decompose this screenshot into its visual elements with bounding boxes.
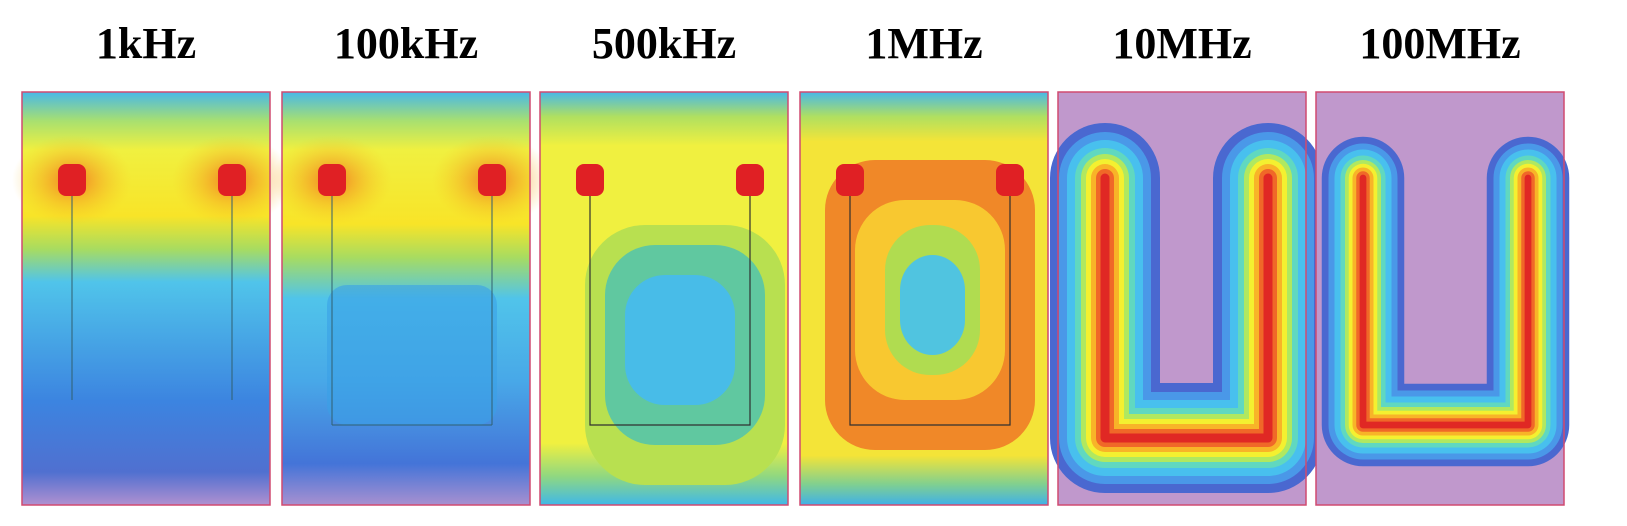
- field-band: [1359, 174, 1532, 429]
- panel-label: 100kHz: [334, 19, 478, 68]
- field-map: [539, 91, 789, 506]
- field-map: [1315, 91, 1570, 506]
- electrode: [478, 164, 506, 196]
- electrode: [576, 164, 604, 196]
- panel-border: [281, 91, 531, 506]
- field-band: [1100, 173, 1273, 443]
- electrode: [58, 164, 86, 196]
- electrode: [318, 164, 346, 196]
- field-map: [799, 91, 1049, 506]
- electrode: [836, 164, 864, 196]
- panel-border: [539, 91, 789, 506]
- wire: [849, 180, 1011, 426]
- panel-label: 1kHz: [96, 19, 196, 68]
- panel-label: 100MHz: [1359, 19, 1520, 68]
- electrode: [218, 164, 246, 196]
- panel-label: 10MHz: [1112, 19, 1251, 68]
- field-region: [327, 285, 497, 425]
- panel-border: [1315, 91, 1565, 506]
- wire: [589, 180, 751, 426]
- field-map: [1050, 91, 1323, 506]
- field-region: [625, 275, 735, 405]
- panel-border: [1057, 91, 1307, 506]
- field-region: [900, 255, 965, 355]
- panel-border: [21, 91, 271, 506]
- field-map: [272, 91, 552, 506]
- panel-label: 1MHz: [865, 19, 982, 68]
- panel-border: [799, 91, 1049, 506]
- field-map: [12, 91, 292, 506]
- electrode: [996, 164, 1024, 196]
- electrode: [736, 164, 764, 196]
- panel-label: 500kHz: [592, 19, 736, 68]
